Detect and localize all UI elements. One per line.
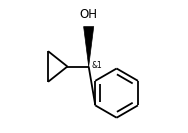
Text: &1: &1 — [91, 61, 102, 70]
Text: OH: OH — [80, 8, 98, 21]
Polygon shape — [84, 27, 94, 66]
